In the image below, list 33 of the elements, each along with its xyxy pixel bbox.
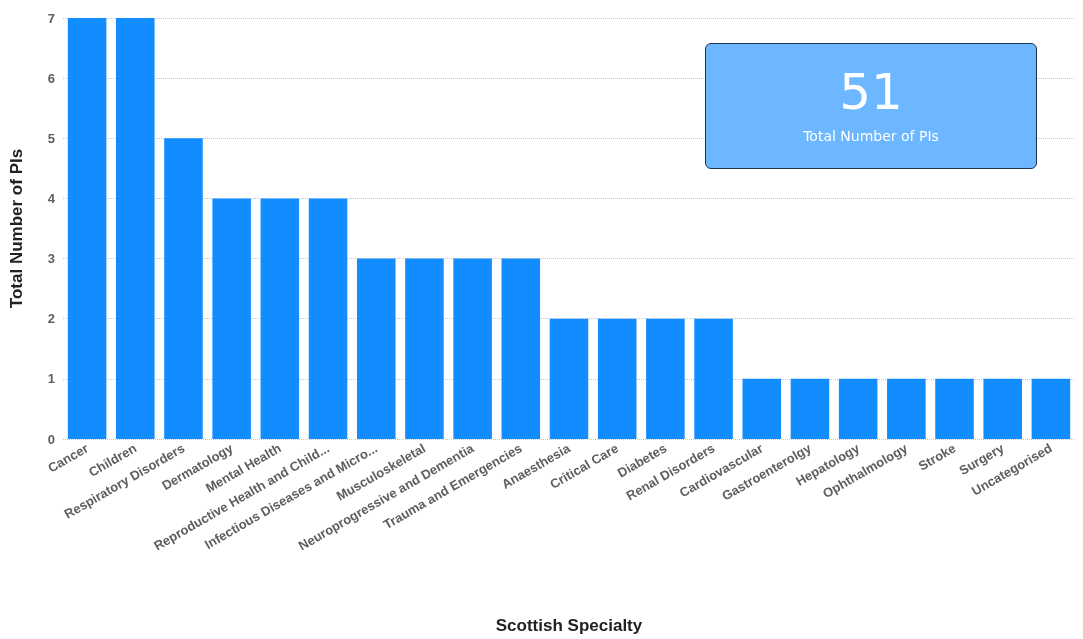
bar (694, 318, 733, 439)
category-label: Total Number of PIs (802, 128, 940, 144)
y-tick-label: 5 (47, 130, 55, 146)
y-tick-label: 6 (47, 70, 55, 86)
bar (646, 318, 685, 439)
y-tick-label: 3 (47, 251, 55, 267)
bar (887, 378, 926, 439)
bar (742, 378, 782, 439)
bar (308, 198, 348, 439)
bar (597, 318, 637, 439)
y-tick-label: 2 (47, 311, 55, 327)
bar (1031, 378, 1071, 439)
bar (405, 258, 444, 439)
y-tick-label: 7 (47, 10, 55, 26)
bar (116, 18, 155, 439)
bar (549, 318, 589, 439)
x-axis-title: Scottish Specialty (495, 616, 643, 635)
bar (212, 198, 251, 439)
data-label: 51 (838, 63, 904, 121)
y-tick-label: 1 (47, 371, 55, 387)
y-tick-label: 0 (47, 431, 55, 447)
bar (67, 18, 107, 439)
bar (935, 378, 974, 439)
bar (453, 258, 492, 439)
bar (260, 198, 300, 439)
bar (501, 258, 541, 439)
y-tick-label: 4 (47, 190, 56, 206)
bar (983, 378, 1022, 439)
bar (164, 138, 203, 439)
bar (356, 258, 396, 439)
y-axis-title: Total Number of PIs (7, 148, 26, 309)
bar (838, 378, 878, 439)
bar (790, 378, 830, 439)
